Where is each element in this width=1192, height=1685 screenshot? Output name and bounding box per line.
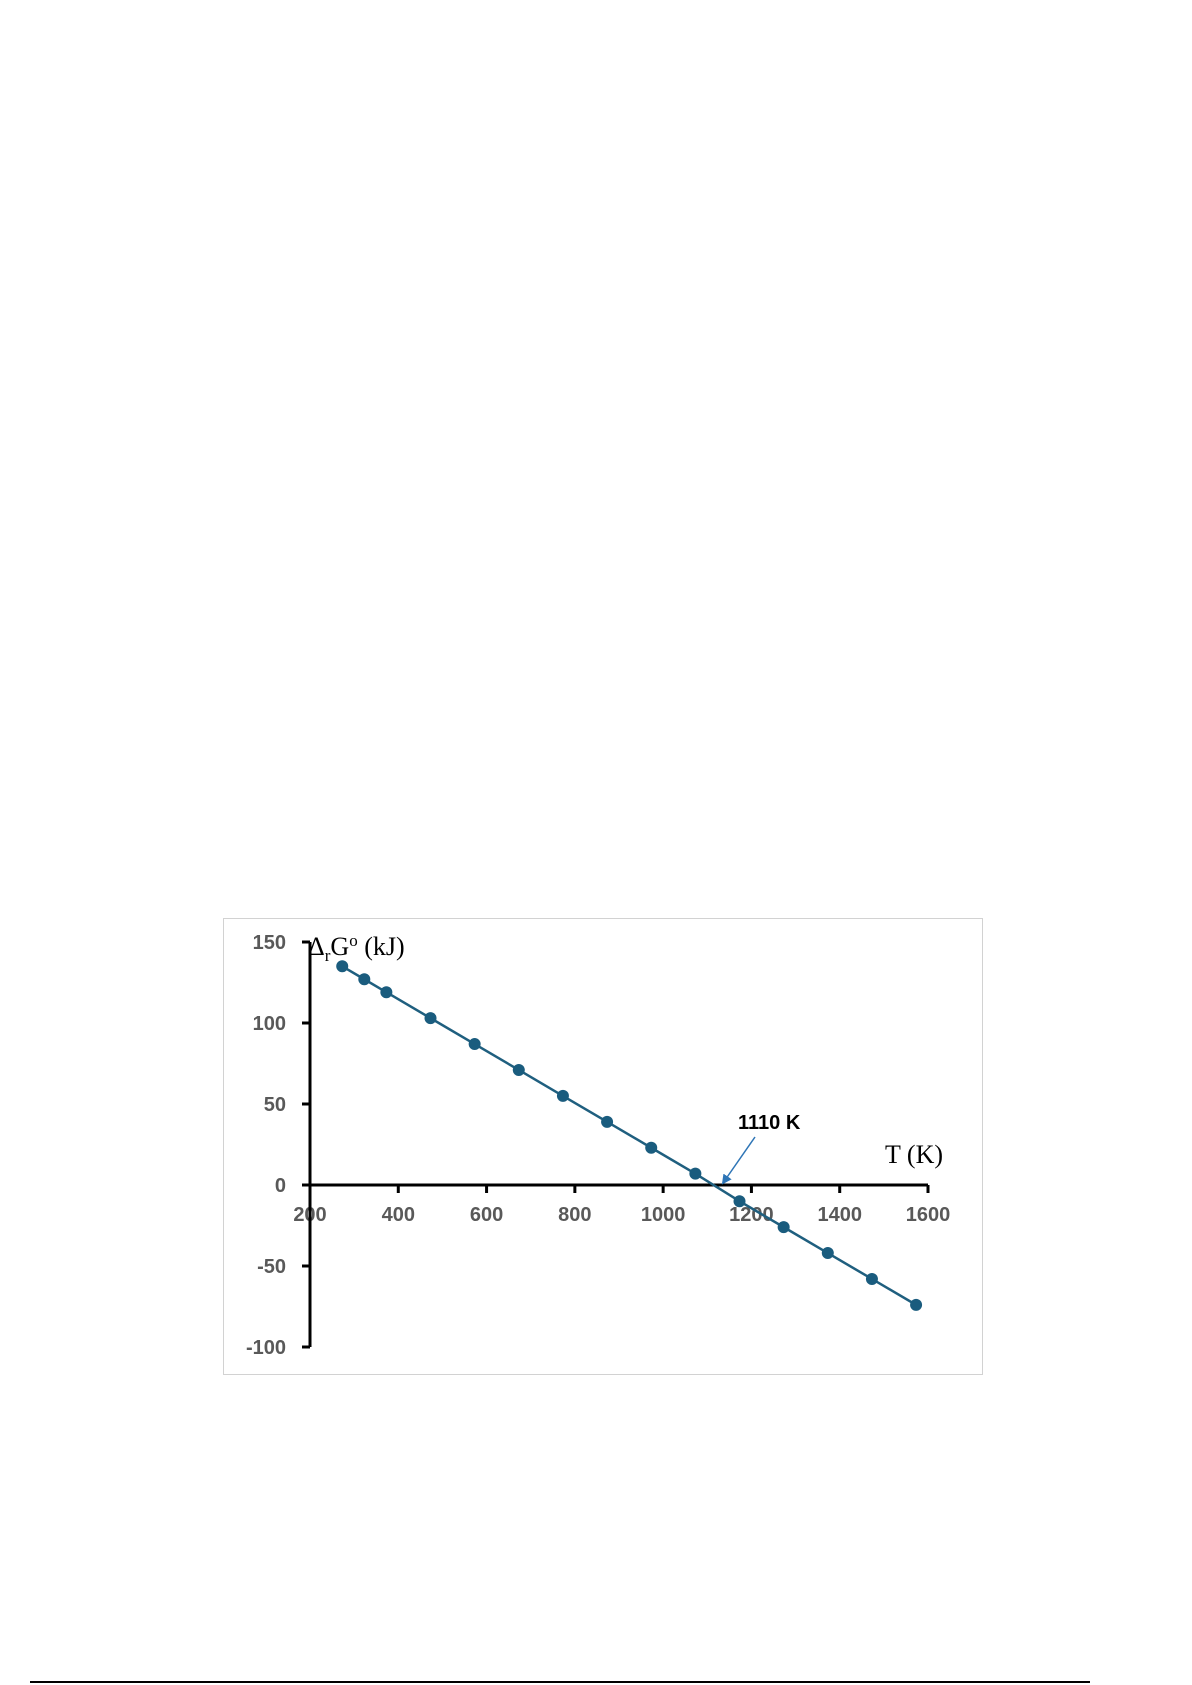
data-point [336,960,349,973]
y-tick-label: -50 [257,1256,286,1278]
data-point [424,1012,437,1025]
y-axis-title: ΔrGo (kJ) [308,931,405,965]
data-point [380,986,393,999]
y-axis-title-main: G [330,932,349,961]
data-point [645,1141,658,1154]
page-footer-rule [30,1681,1090,1683]
y-tick-label: 50 [264,1094,286,1116]
y-axis-title-subscript: r [325,946,331,965]
y-tick-label: 0 [275,1175,286,1197]
data-point [358,973,371,986]
y-tick-label: 150 [253,932,286,954]
x-tick-label: 600 [470,1204,503,1226]
x-tick-label: 1200 [729,1204,774,1226]
data-point [556,1089,569,1102]
data-point [512,1063,525,1076]
data-point [468,1038,481,1051]
data-point [910,1298,923,1311]
y-axis-title-prefix: Δ [308,932,325,961]
x-tick-label: 1000 [641,1204,686,1226]
y-tick-label: -100 [246,1337,286,1359]
x-tick-label: 1400 [817,1204,862,1226]
x-tick-label: 800 [558,1204,591,1226]
x-axis-title: T (K) [885,1140,943,1169]
data-point [777,1221,790,1234]
chart-frame [223,918,983,1375]
x-tick-label: 1600 [906,1204,951,1226]
data-point [865,1272,878,1285]
data-point [689,1167,702,1180]
y-axis-title-superscript: o [349,931,358,950]
annotation-1110k-label: 1110 K [738,1112,801,1134]
data-point [601,1115,614,1128]
data-point [821,1247,834,1260]
y-tick-label: 100 [253,1013,286,1035]
x-tick-label: 400 [382,1204,415,1226]
data-point [733,1195,746,1208]
y-axis-title-suffix: (kJ) [358,932,405,961]
annotation-arrow [721,1136,756,1185]
